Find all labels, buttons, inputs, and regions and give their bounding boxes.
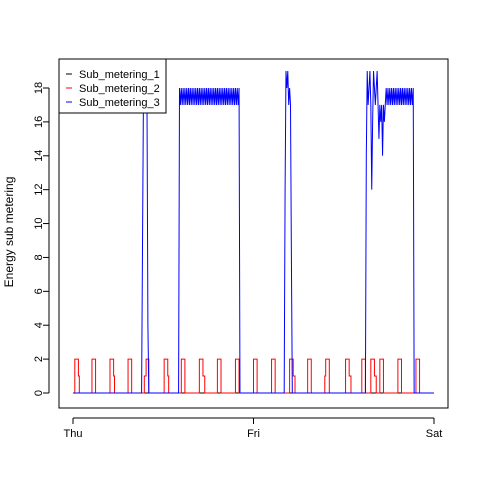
y-tick-label: 0 xyxy=(33,390,45,396)
y-axis-label: Energy sub metering xyxy=(2,177,16,288)
legend-label: Sub_metering_3 xyxy=(79,97,160,109)
y-tick-label: 4 xyxy=(33,322,45,328)
y-tick-label: 2 xyxy=(33,356,45,362)
y-axis: 0 2 4 6 8 10 12 14 16 18 xyxy=(33,82,50,396)
y-tick-label: 6 xyxy=(33,288,45,294)
series-line-2 xyxy=(73,358,434,394)
y-tick-label: 12 xyxy=(33,184,45,196)
legend-label: Sub_metering_1 xyxy=(79,69,160,81)
plot-frame xyxy=(58,58,449,409)
y-tick-label: 18 xyxy=(33,82,45,94)
y-tick-label: 8 xyxy=(33,254,45,260)
x-tick-label: Fri xyxy=(247,428,260,440)
y-tick-label: 10 xyxy=(33,217,45,229)
x-tick-label: Thu xyxy=(64,428,83,440)
y-tick-label: 16 xyxy=(33,116,45,128)
legend-label: Sub_metering_2 xyxy=(79,83,160,95)
series-layer xyxy=(73,71,434,394)
y-tick-label: 14 xyxy=(33,150,45,162)
series-line-3 xyxy=(73,71,434,394)
legend: Sub_metering_1 Sub_metering_2 Sub_metering… xyxy=(58,58,167,114)
legend-box xyxy=(58,58,167,114)
x-tick-label: Sat xyxy=(426,428,443,440)
x-axis: Thu Fri Sat xyxy=(64,417,443,440)
